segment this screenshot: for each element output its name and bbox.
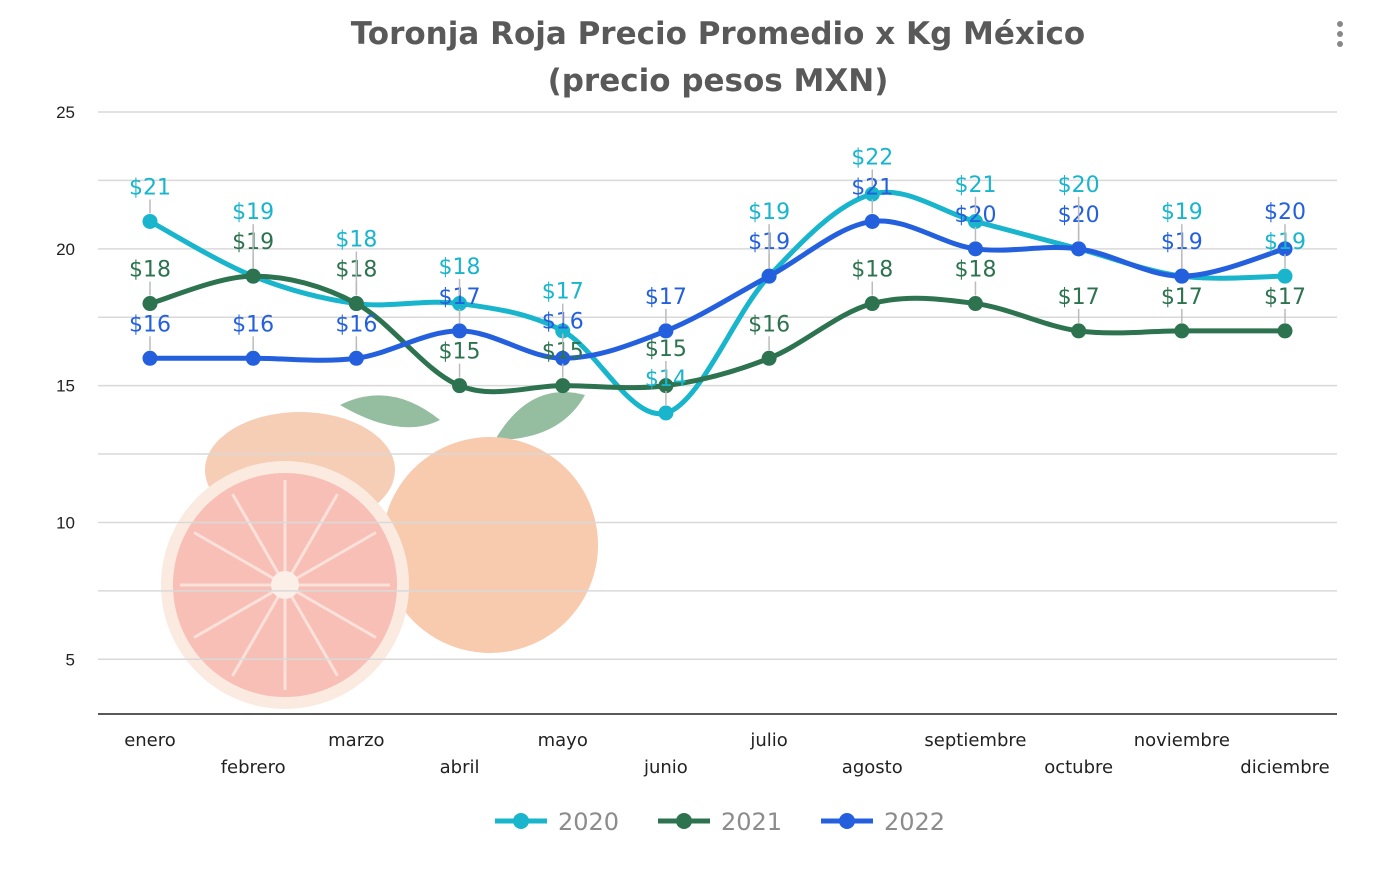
data-label-2021: $15 <box>439 340 481 365</box>
x-tick-label: mayo <box>538 730 588 751</box>
data-point-2021 <box>658 378 674 394</box>
data-label-2020: $18 <box>335 228 377 253</box>
data-point-2022 <box>658 323 674 339</box>
data-point-2021 <box>864 296 880 312</box>
legend-label: 2022 <box>884 808 945 836</box>
data-point-2022 <box>864 213 880 229</box>
data-point-2022 <box>761 268 777 284</box>
y-tick-label: 25 <box>56 103 75 122</box>
data-point-2021 <box>761 350 777 366</box>
data-point-2022 <box>1174 268 1190 284</box>
legend-marker <box>839 813 855 829</box>
x-tick-label: marzo <box>328 730 384 751</box>
legend-label: 2021 <box>721 808 782 836</box>
x-tick-label: diciembre <box>1240 757 1329 778</box>
data-point-2022 <box>142 350 158 366</box>
x-tick-label: agosto <box>842 757 903 778</box>
data-label-2022: $17 <box>645 285 687 310</box>
y-tick-label: 20 <box>56 240 75 259</box>
legend-marker <box>676 813 692 829</box>
data-point-2022 <box>555 350 571 366</box>
data-label-2021: $18 <box>129 258 171 283</box>
data-point-2022 <box>967 241 983 257</box>
x-tick-label: octubre <box>1044 757 1113 778</box>
data-label-2021: $15 <box>645 337 687 362</box>
data-label-2022: $16 <box>129 312 171 337</box>
data-label-2022: $16 <box>335 312 377 337</box>
data-label-2020: $19 <box>1161 200 1203 225</box>
data-label-2020: $17 <box>542 280 584 305</box>
data-point-2020 <box>555 323 571 339</box>
data-point-2021 <box>348 296 364 312</box>
data-label-2020: $22 <box>851 145 893 170</box>
data-point-2021 <box>967 296 983 312</box>
legend-marker <box>513 813 529 829</box>
chart-title: Toronja Roja Precio Promedio x Kg México <box>350 16 1086 52</box>
data-point-2020 <box>864 186 880 202</box>
data-label-2021: $17 <box>1058 285 1100 310</box>
data-label-2021: $17 <box>1161 285 1203 310</box>
data-label-2020: $21 <box>954 173 996 198</box>
x-tick-label: enero <box>124 730 176 751</box>
y-tick-label: 10 <box>56 513 75 532</box>
x-tick-label: noviembre <box>1134 730 1230 751</box>
data-point-2021 <box>245 268 261 284</box>
data-point-2020 <box>1277 268 1293 284</box>
data-point-2020 <box>452 296 468 312</box>
data-point-2021 <box>142 296 158 312</box>
data-label-2021: $17 <box>1264 285 1306 310</box>
data-point-2020 <box>967 213 983 229</box>
grapefruit-image <box>161 392 598 709</box>
data-point-2021 <box>555 378 571 394</box>
data-point-2022 <box>348 350 364 366</box>
data-label-2020: $19 <box>748 200 790 225</box>
data-label-2021: $18 <box>954 258 996 283</box>
legend-label: 2020 <box>558 808 619 836</box>
x-tick-label: abril <box>440 757 480 778</box>
data-point-2020 <box>658 405 674 421</box>
data-label-2022: $20 <box>1264 200 1306 225</box>
data-label-2020: $19 <box>232 200 274 225</box>
series-line-2021 <box>149 273 1285 395</box>
data-label-2022: $16 <box>232 312 274 337</box>
x-tick-label: julio <box>749 730 787 751</box>
x-tick-label: septiembre <box>924 730 1026 751</box>
data-point-2022 <box>452 323 468 339</box>
series-line-2022 <box>150 218 1286 363</box>
data-point-2021 <box>1174 323 1190 339</box>
kebab-menu-icon[interactable] <box>1330 18 1350 52</box>
data-point-2022 <box>1277 241 1293 257</box>
y-tick-label: 5 <box>66 650 75 669</box>
data-label-2021: $16 <box>748 312 790 337</box>
data-point-2020 <box>142 213 158 229</box>
data-point-2021 <box>1071 323 1087 339</box>
data-point-2021 <box>1277 323 1293 339</box>
x-tick-label: junio <box>643 757 688 778</box>
data-label-2020: $18 <box>439 255 481 280</box>
data-label-2020: $21 <box>129 175 171 200</box>
data-point-2021 <box>452 378 468 394</box>
chart-subtitle: (precio pesos MXN) <box>547 63 889 99</box>
data-label-2021: $18 <box>851 258 893 283</box>
data-label-2020: $20 <box>1058 173 1100 198</box>
x-tick-label: febrero <box>221 757 286 778</box>
data-point-2022 <box>245 350 261 366</box>
y-tick-label: 15 <box>56 377 75 396</box>
data-point-2022 <box>1071 241 1087 257</box>
